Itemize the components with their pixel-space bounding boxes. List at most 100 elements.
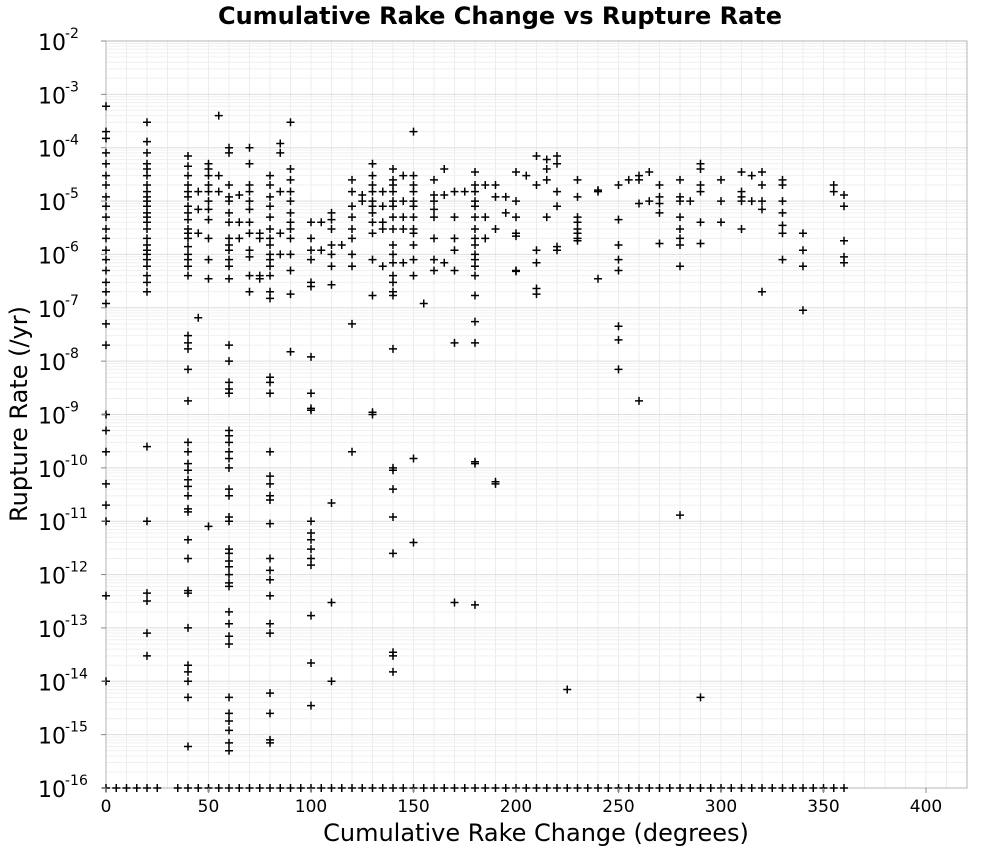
data-point bbox=[102, 234, 110, 243]
data-point bbox=[655, 181, 664, 190]
data-point bbox=[143, 278, 151, 287]
x-tick-label: 200 bbox=[500, 797, 532, 817]
data-point bbox=[430, 175, 438, 184]
data-point bbox=[450, 213, 459, 222]
data-point bbox=[337, 241, 346, 250]
data-point bbox=[460, 784, 469, 792]
data-point bbox=[143, 262, 151, 271]
data-point bbox=[532, 784, 541, 792]
data-point bbox=[225, 784, 233, 792]
data-point bbox=[758, 168, 766, 177]
data-point bbox=[225, 246, 233, 255]
data-point bbox=[225, 262, 233, 271]
data-point bbox=[307, 352, 315, 361]
y-tick-label-base: 10 bbox=[38, 405, 66, 430]
data-point bbox=[512, 168, 520, 177]
data-point bbox=[696, 784, 705, 792]
data-point bbox=[266, 241, 274, 250]
y-tick-label: 10 -5 bbox=[38, 186, 79, 216]
data-point bbox=[430, 234, 438, 243]
data-point bbox=[778, 181, 787, 190]
data-point bbox=[501, 784, 510, 792]
y-tick-label-base: 10 bbox=[38, 511, 66, 536]
data-point bbox=[225, 582, 233, 591]
data-point bbox=[266, 224, 274, 233]
data-point bbox=[225, 726, 233, 735]
data-point bbox=[276, 229, 285, 238]
data-point bbox=[266, 171, 274, 180]
data-point bbox=[225, 570, 233, 579]
data-point bbox=[368, 181, 377, 190]
data-point bbox=[635, 784, 643, 792]
data-point bbox=[307, 611, 315, 620]
data-point bbox=[430, 266, 438, 275]
data-point bbox=[245, 252, 254, 261]
x-tick-label: 300 bbox=[705, 797, 737, 817]
data-point bbox=[102, 319, 110, 328]
data-point bbox=[512, 232, 520, 241]
data-point bbox=[266, 495, 274, 504]
data-point bbox=[778, 197, 787, 206]
data-point bbox=[471, 241, 479, 250]
data-point bbox=[286, 187, 295, 196]
data-point bbox=[512, 197, 520, 206]
data-point bbox=[368, 255, 377, 264]
data-point bbox=[225, 607, 233, 616]
data-point bbox=[758, 197, 766, 206]
data-point bbox=[143, 784, 151, 792]
y-tick-label: 10 -7 bbox=[38, 293, 79, 323]
data-point bbox=[389, 549, 397, 558]
data-point bbox=[840, 236, 848, 245]
data-point bbox=[440, 164, 449, 173]
data-point bbox=[378, 218, 387, 227]
data-point bbox=[573, 784, 582, 792]
data-point bbox=[102, 501, 110, 510]
data-point bbox=[245, 181, 254, 190]
data-point bbox=[645, 197, 654, 206]
data-point bbox=[665, 784, 674, 792]
data-point bbox=[624, 784, 633, 792]
data-point bbox=[286, 164, 295, 173]
data-point bbox=[727, 784, 736, 792]
data-point bbox=[204, 522, 213, 531]
data-point bbox=[143, 118, 151, 127]
data-point bbox=[307, 535, 315, 544]
data-point bbox=[225, 197, 233, 206]
data-point bbox=[348, 202, 356, 211]
data-point bbox=[614, 215, 623, 224]
data-point bbox=[184, 589, 192, 598]
data-point bbox=[778, 255, 787, 264]
data-point bbox=[225, 738, 233, 747]
data-point bbox=[450, 338, 459, 347]
data-point bbox=[266, 234, 274, 243]
data-point bbox=[102, 299, 110, 308]
data-point bbox=[481, 213, 490, 222]
data-point bbox=[225, 341, 233, 350]
data-point bbox=[450, 187, 459, 196]
data-point bbox=[204, 181, 213, 190]
data-point bbox=[471, 202, 479, 211]
data-point bbox=[194, 229, 203, 238]
data-point bbox=[102, 159, 110, 168]
y-tick-label-exponent: -11 bbox=[65, 506, 88, 522]
data-point bbox=[245, 218, 254, 227]
data-point bbox=[184, 162, 192, 171]
data-point bbox=[143, 234, 151, 243]
data-point bbox=[573, 218, 582, 227]
data-point bbox=[491, 192, 500, 201]
data-point bbox=[532, 258, 541, 267]
data-point bbox=[655, 208, 664, 217]
data-point bbox=[686, 784, 695, 792]
data-point bbox=[378, 784, 387, 792]
data-point bbox=[676, 511, 684, 520]
data-point bbox=[225, 693, 233, 702]
data-point bbox=[225, 632, 233, 641]
data-point bbox=[389, 512, 397, 521]
data-point bbox=[696, 187, 705, 196]
data-point bbox=[184, 482, 192, 491]
data-point bbox=[204, 234, 213, 243]
data-point bbox=[368, 218, 377, 227]
y-tick-label: 10 -2 bbox=[38, 26, 79, 56]
data-point bbox=[184, 447, 192, 456]
